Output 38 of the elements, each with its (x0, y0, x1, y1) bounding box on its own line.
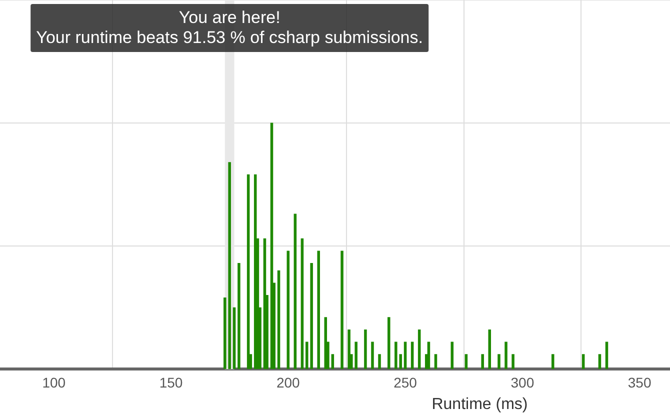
bar (364, 329, 367, 370)
bar (317, 250, 320, 370)
bar (254, 174, 257, 370)
bar (434, 354, 438, 370)
bar (348, 329, 350, 370)
x-tick-label: 100 (42, 374, 66, 390)
bar (498, 354, 500, 370)
bar (340, 250, 344, 370)
bar (331, 354, 334, 370)
bar (464, 354, 468, 370)
bar (418, 329, 421, 370)
bar (246, 174, 250, 370)
bar (286, 250, 290, 370)
bar (387, 317, 390, 370)
x-tick-label: 150 (159, 374, 183, 390)
bar (300, 238, 304, 370)
bar (598, 354, 602, 370)
bar (504, 342, 508, 370)
bar (294, 214, 297, 370)
bar (371, 342, 374, 370)
bar (324, 317, 328, 370)
text: Your runtime beats 91.53 % of csharp submissions. (36, 28, 423, 48)
bar (378, 354, 381, 370)
bar (481, 354, 484, 370)
x-tick-label: 200 (276, 374, 300, 390)
bar (450, 342, 454, 370)
bar (232, 307, 236, 370)
x-tick-label: 250 (394, 374, 418, 390)
bar (582, 354, 585, 370)
text: You are here! (178, 8, 282, 28)
bar (277, 270, 280, 370)
x-tick-label: 300 (510, 374, 534, 390)
bar (512, 354, 514, 370)
x-axis-title: Runtime (ms) (432, 396, 528, 414)
x-tick-label: 350 (628, 374, 652, 390)
bar (488, 329, 491, 370)
bar (551, 354, 554, 370)
bar (238, 263, 240, 370)
